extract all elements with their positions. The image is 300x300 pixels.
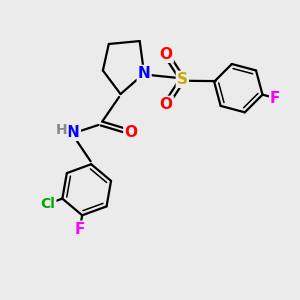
Text: O: O [160, 47, 173, 62]
Text: N: N [138, 66, 151, 81]
Text: O: O [124, 125, 137, 140]
Text: F: F [270, 91, 280, 106]
Text: H: H [56, 123, 68, 137]
Text: S: S [177, 72, 188, 87]
Text: O: O [160, 97, 173, 112]
Text: Cl: Cl [40, 197, 56, 211]
Text: F: F [75, 222, 85, 237]
Text: N: N [67, 125, 80, 140]
